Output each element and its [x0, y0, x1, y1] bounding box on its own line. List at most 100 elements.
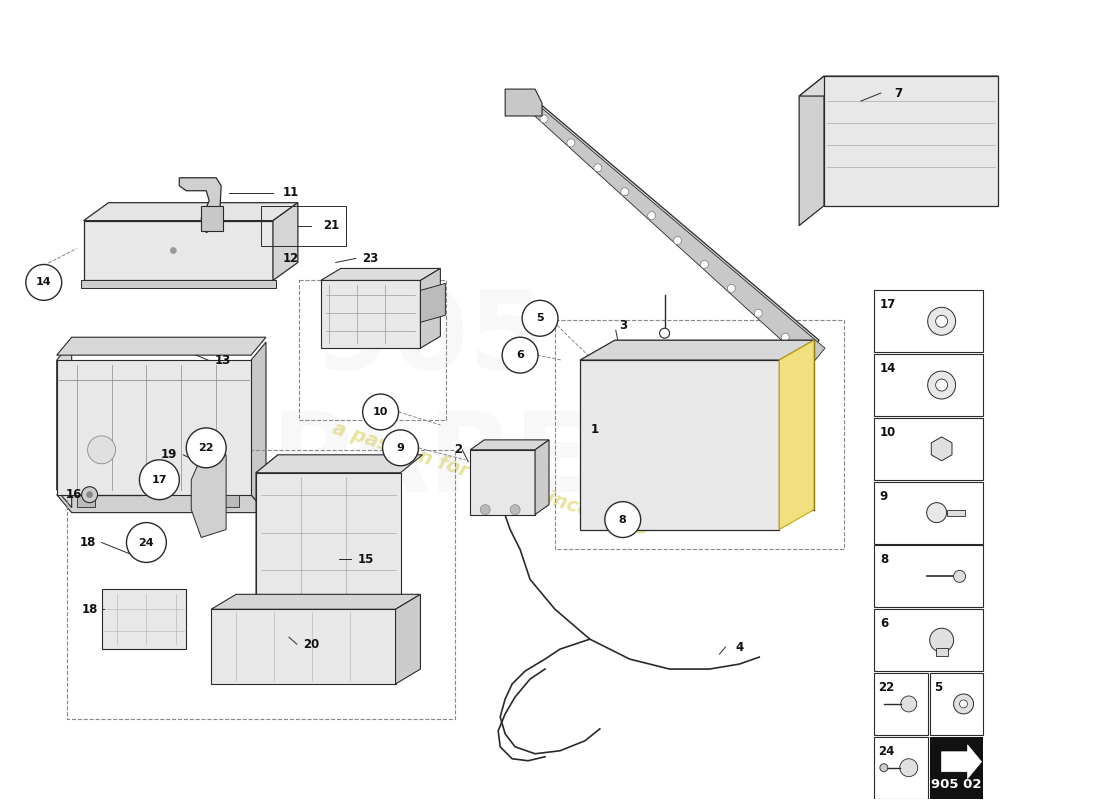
Bar — [873, 673, 927, 735]
Text: 17: 17 — [880, 298, 896, 311]
Text: 24: 24 — [139, 538, 154, 547]
Circle shape — [88, 436, 116, 464]
Text: 6: 6 — [880, 618, 888, 630]
Polygon shape — [273, 202, 298, 281]
Text: 1: 1 — [591, 423, 598, 436]
Polygon shape — [516, 99, 825, 366]
Text: 15: 15 — [358, 553, 374, 566]
Text: 18: 18 — [81, 602, 98, 616]
Polygon shape — [779, 340, 814, 530]
Bar — [936, 648, 947, 656]
Text: 8: 8 — [880, 554, 888, 566]
Circle shape — [594, 164, 602, 172]
Polygon shape — [321, 281, 420, 348]
Text: 19: 19 — [161, 448, 177, 462]
Circle shape — [648, 212, 656, 220]
Text: 905
SPARES: 905 SPARES — [191, 285, 670, 515]
Circle shape — [503, 338, 538, 373]
Polygon shape — [420, 283, 446, 322]
Polygon shape — [101, 590, 186, 649]
Polygon shape — [799, 76, 999, 96]
Circle shape — [363, 394, 398, 430]
Circle shape — [170, 247, 176, 254]
Circle shape — [126, 522, 166, 562]
Circle shape — [522, 300, 558, 336]
Circle shape — [510, 505, 520, 514]
Text: 13: 13 — [214, 354, 231, 366]
Polygon shape — [179, 178, 221, 233]
Polygon shape — [77, 494, 95, 506]
Polygon shape — [57, 338, 266, 355]
Polygon shape — [942, 745, 981, 778]
Circle shape — [927, 371, 956, 399]
Polygon shape — [57, 494, 266, 513]
Circle shape — [936, 379, 947, 391]
Text: 18: 18 — [79, 536, 96, 549]
Text: 22: 22 — [878, 681, 894, 694]
Polygon shape — [799, 76, 824, 226]
Polygon shape — [57, 360, 251, 494]
Text: 5: 5 — [536, 314, 543, 323]
Text: 5: 5 — [934, 681, 942, 694]
Text: 14: 14 — [880, 362, 896, 375]
Circle shape — [954, 570, 966, 582]
Circle shape — [140, 460, 179, 500]
Polygon shape — [211, 594, 420, 610]
Text: 10: 10 — [880, 426, 896, 439]
Text: 7: 7 — [894, 86, 903, 99]
Text: 9: 9 — [397, 443, 405, 453]
Polygon shape — [221, 494, 239, 506]
Polygon shape — [471, 440, 549, 450]
Bar — [873, 546, 983, 607]
Circle shape — [540, 115, 548, 123]
Polygon shape — [471, 450, 535, 514]
Circle shape — [755, 310, 762, 318]
Text: 24: 24 — [878, 745, 894, 758]
Circle shape — [660, 328, 670, 338]
Bar — [873, 418, 983, 480]
Text: 4: 4 — [735, 641, 744, 654]
Polygon shape — [84, 221, 273, 281]
Circle shape — [701, 261, 708, 269]
Polygon shape — [256, 455, 422, 473]
Circle shape — [936, 315, 947, 327]
Circle shape — [926, 502, 947, 522]
Text: 9: 9 — [880, 490, 888, 502]
Bar — [299, 281, 447, 420]
Bar — [67, 450, 455, 719]
Circle shape — [186, 428, 227, 468]
Circle shape — [605, 502, 640, 538]
Text: 3: 3 — [619, 318, 628, 332]
Text: 20: 20 — [302, 638, 319, 650]
Polygon shape — [580, 360, 779, 530]
Circle shape — [481, 505, 491, 514]
Polygon shape — [824, 76, 999, 206]
Text: a passion for parts since 1985: a passion for parts since 1985 — [330, 419, 651, 540]
Circle shape — [620, 188, 629, 196]
Bar — [947, 510, 965, 515]
Polygon shape — [201, 206, 223, 230]
Polygon shape — [80, 281, 276, 288]
Circle shape — [927, 307, 956, 335]
Polygon shape — [84, 202, 298, 221]
Circle shape — [900, 758, 917, 777]
Circle shape — [781, 334, 789, 342]
Polygon shape — [932, 437, 952, 461]
Text: 22: 22 — [198, 443, 213, 453]
Circle shape — [727, 285, 736, 292]
Bar — [873, 482, 983, 543]
Circle shape — [930, 628, 954, 652]
Text: 21: 21 — [322, 219, 339, 232]
Bar — [930, 737, 983, 798]
Polygon shape — [191, 455, 227, 538]
Text: 905 02: 905 02 — [932, 778, 982, 791]
Bar — [873, 610, 983, 671]
Circle shape — [880, 764, 888, 772]
Bar — [873, 290, 983, 352]
Polygon shape — [420, 269, 440, 348]
Bar — [261, 206, 345, 246]
Text: 17: 17 — [152, 474, 167, 485]
Polygon shape — [321, 269, 440, 281]
Text: 10: 10 — [373, 407, 388, 417]
Bar — [873, 354, 983, 416]
